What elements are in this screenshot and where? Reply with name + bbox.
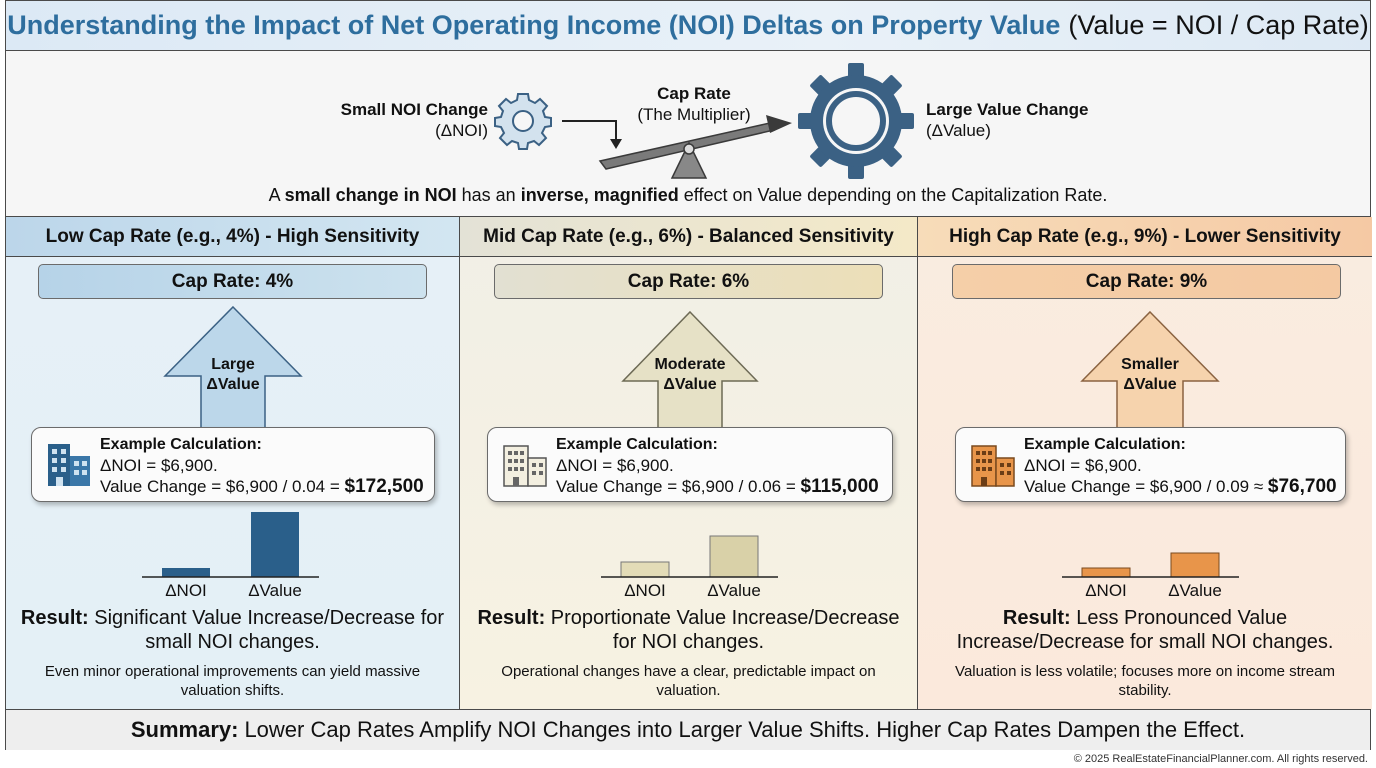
bar-noi-label: ΔNOI	[165, 581, 207, 600]
example-calculation-box: Example Calculation: ΔNOI = $6,900. Valu…	[487, 427, 893, 502]
bar-value	[251, 512, 299, 577]
up-arrow-icon	[163, 305, 303, 437]
bar-noi-label: ΔNOI	[624, 581, 666, 600]
high-cap-column: High Cap Rate (e.g., 9%) - Lower Sensiti…	[917, 217, 1372, 709]
up-arrow-icon	[621, 310, 759, 437]
up-arrow-icon	[1080, 310, 1220, 437]
seesaw-lever-icon	[598, 115, 792, 179]
calculation-text: Example Calculation: ΔNOI = $6,900. Valu…	[556, 436, 879, 497]
connector-line	[562, 120, 617, 141]
low-cap-column: Low Cap Rate (e.g., 4%) - High Sensitivi…	[6, 217, 459, 709]
mid-cap-column: Mid Cap Rate (e.g., 6%) - Balanced Sensi…	[459, 217, 917, 709]
result-text: Result: Significant Value Increase/Decre…	[20, 607, 445, 653]
bar-noi	[1081, 567, 1131, 578]
column-header: Mid Cap Rate (e.g., 6%) - Balanced Sensi…	[460, 217, 917, 257]
concept-sentence: A small change in NOI has an inverse, ma…	[268, 185, 1108, 205]
bar-value-label: ΔValue	[1168, 581, 1222, 600]
cap-rate-pill: Cap Rate: 9%	[952, 264, 1341, 299]
cap-rate-multiplier-label: Cap Rate (The Multiplier)	[637, 84, 751, 124]
large-value-label: Large Value Change (ΔValue)	[926, 100, 1089, 140]
result-text: Result: Less Pronounced Value Increase/D…	[956, 607, 1334, 653]
bar-noi	[162, 568, 210, 577]
bar-noi-label: ΔNOI	[1085, 581, 1127, 600]
small-gear-icon	[494, 93, 552, 150]
arrow-label: Large ΔValue	[206, 356, 260, 393]
calculation-text: Example Calculation: ΔNOI = $6,900. Valu…	[100, 436, 424, 497]
bar-value-label: ΔValue	[707, 581, 761, 600]
bar-value	[1170, 552, 1220, 578]
column-header: Low Cap Rate (e.g., 4%) - High Sensitivi…	[6, 217, 459, 257]
bar-noi	[620, 561, 670, 578]
noi-value-bar-chart	[1062, 552, 1239, 578]
result-note: Operational changes have a clear, predic…	[501, 663, 876, 699]
calculation-text: Example Calculation: ΔNOI = $6,900. Valu…	[1024, 436, 1337, 497]
cap-rate-pill: Cap Rate: 4%	[38, 264, 427, 299]
building-icon	[503, 445, 547, 487]
copyright-notice: © 2025 RealEstateFinancialPlanner.com. A…	[1073, 753, 1368, 765]
noi-value-bar-chart	[142, 512, 319, 578]
infographic-frame: Understanding the Impact of Net Operatin…	[5, 0, 1372, 750]
connector-arrowhead	[610, 139, 622, 149]
arrow-label: Moderate ΔValue	[654, 356, 726, 393]
result-text: Result: Proportionate Value Increase/Dec…	[477, 607, 900, 653]
title-formula: (Value = NOI / Cap Rate)	[1068, 10, 1369, 40]
bar-value-label: ΔValue	[248, 581, 302, 600]
result-note: Even minor operational improvements can …	[44, 663, 421, 699]
small-noi-label: Small NOI Change (ΔNOI)	[340, 100, 488, 140]
building-icon	[971, 445, 1015, 487]
example-calculation-box: Example Calculation: ΔNOI = $6,900. Valu…	[955, 427, 1346, 502]
example-calculation-box: Example Calculation: ΔNOI = $6,900. Valu…	[31, 427, 435, 502]
cap-rate-pill: Cap Rate: 6%	[494, 264, 883, 299]
large-gear-icon	[798, 63, 914, 179]
sensitivity-columns: Low Cap Rate (e.g., 4%) - High Sensitivi…	[6, 217, 1372, 709]
result-note: Valuation is less volatile; focuses more…	[955, 663, 1335, 699]
noi-value-bar-chart	[601, 535, 778, 578]
summary-bar: Summary: Lower Cap Rates Amplify NOI Chan…	[6, 709, 1370, 750]
concept-illustration	[494, 63, 914, 179]
title-bar: Understanding the Impact of Net Operatin…	[6, 1, 1370, 51]
column-header: High Cap Rate (e.g., 9%) - Lower Sensiti…	[918, 217, 1372, 257]
page-title: Understanding the Impact of Net Operatin…	[7, 10, 1061, 40]
concept-panel: Small NOI Change (ΔNOI) Cap Rate (The Mult…	[6, 51, 1370, 217]
bar-value	[709, 535, 759, 578]
arrow-label: Smaller ΔValue	[1121, 356, 1179, 393]
building-icon	[48, 444, 90, 486]
